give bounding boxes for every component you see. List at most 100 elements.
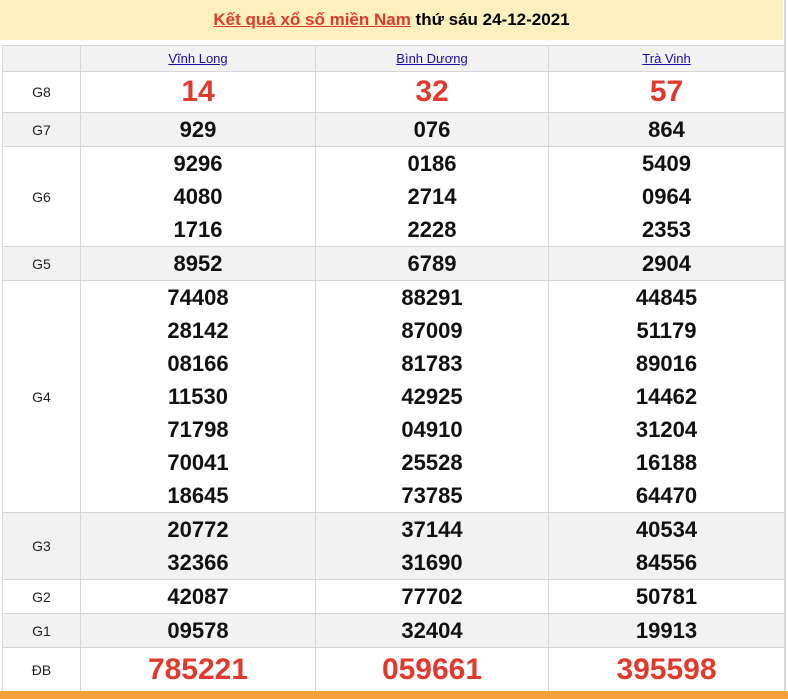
prize-number: 14	[181, 75, 215, 108]
prize-number: 14462	[635, 384, 698, 409]
prize-number: 28142	[167, 318, 229, 343]
prize-number: 395598	[616, 652, 717, 686]
results-title: Kết quả xổ số miền Nam thứ sáu 24-12-202…	[0, 0, 783, 40]
prize-cell: 929	[80, 112, 316, 147]
divider	[784, 0, 786, 691]
prize-number: 059661	[381, 652, 483, 686]
prize-number: 0964	[642, 184, 691, 209]
prize-number: 20772	[167, 517, 229, 542]
prize-row-g2: G2 42087 77702 50781	[2, 579, 785, 614]
prize-label: G8	[2, 71, 81, 113]
prize-number: 81783	[401, 351, 463, 376]
prize-row-g3: G3 20772 32366 37144 31690 40534 84556	[2, 512, 785, 580]
prize-number: 929	[179, 117, 217, 142]
prize-row-g8: G8 14 32 57	[2, 71, 785, 113]
prize-number: 87009	[401, 318, 463, 343]
header-empty-cell	[2, 45, 81, 72]
prize-number: 6789	[407, 251, 457, 276]
prize-label: G6	[2, 146, 81, 247]
prize-number: 076	[413, 117, 451, 142]
prize-row-g7: G7 929 076 864	[2, 112, 785, 147]
province-link-binh-duong[interactable]: Bình Dương	[396, 51, 468, 66]
prize-cell: 77702	[315, 579, 549, 614]
prize-number: 42925	[401, 384, 463, 409]
prize-number: 2353	[642, 217, 691, 242]
prize-row-g4: G4 74408 28142 08166 11530 71798 70041 18645 882…	[2, 280, 785, 513]
prize-row-đb: ĐB 785221 059661 395598	[2, 647, 785, 692]
prize-number: 42087	[167, 584, 229, 609]
prize-number: 32	[415, 75, 449, 108]
lottery-results-table: Vĩnh Long Bình Dương Trà Vinh G8 14 32 57 G7…	[2, 45, 785, 692]
province-link-vinh-long[interactable]: Vĩnh Long	[168, 51, 228, 66]
prize-cell: 076	[315, 112, 549, 147]
prize-cell: 88291 87009 81783 42925 04910 25528 73785	[315, 280, 549, 513]
prize-number: 71798	[167, 417, 229, 442]
prize-number: 32366	[167, 550, 229, 575]
prize-number: 18645	[167, 483, 229, 508]
prize-cell: 32404	[315, 613, 549, 648]
prize-number: 51179	[636, 318, 697, 343]
prize-cell: 32	[315, 71, 549, 113]
prize-cell: 0186 2714 2228	[315, 146, 549, 247]
prize-number: 70041	[167, 450, 229, 475]
prize-number: 04910	[401, 417, 463, 442]
prize-number: 19913	[635, 618, 698, 643]
prize-cell: 42087	[80, 579, 316, 614]
prize-number: 16188	[635, 450, 698, 475]
prize-number: 08166	[167, 351, 229, 376]
prize-number: 77702	[401, 584, 463, 609]
prize-label: ĐB	[2, 647, 81, 692]
prize-number: 44845	[635, 285, 698, 310]
prize-number: 785221	[147, 652, 249, 686]
prize-number: 57	[649, 75, 684, 108]
prize-cell: 19913	[548, 613, 785, 648]
prize-cell: 2904	[548, 246, 785, 281]
prize-label: G3	[2, 512, 81, 580]
prize-number: 74408	[167, 285, 229, 310]
prize-label: G4	[2, 280, 81, 513]
results-date: thứ sáu 24-12-2021	[410, 10, 570, 29]
prize-number: 40534	[635, 517, 698, 542]
province-link-tra-vinh[interactable]: Trà Vinh	[642, 51, 691, 66]
prize-number: 31204	[635, 417, 698, 442]
prize-number: 2714	[407, 184, 457, 209]
prize-cell: 09578	[80, 613, 316, 648]
prize-number: 2904	[642, 251, 691, 276]
prize-cell: 44845 51179 89016 14462 31204 16188 64470	[548, 280, 785, 513]
prize-cell: 395598	[548, 647, 785, 692]
prize-number: 11530	[168, 384, 228, 409]
prize-row-g5: G5 8952 6789 2904	[2, 246, 785, 281]
prize-cell: 8952	[80, 246, 316, 281]
results-title-link[interactable]: Kết quả xổ số miền Nam	[213, 10, 411, 29]
prize-label: G1	[2, 613, 81, 648]
prize-row-g1: G1 09578 32404 19913	[2, 613, 785, 648]
prize-cell: 57	[548, 71, 785, 113]
prize-cell: 74408 28142 08166 11530 71798 70041 18645	[80, 280, 316, 513]
prize-cell: 37144 31690	[315, 512, 549, 580]
prize-number: 9296	[173, 151, 223, 176]
prize-number: 2228	[407, 217, 457, 242]
prize-number: 64470	[635, 483, 698, 508]
prize-cell: 50781	[548, 579, 785, 614]
prize-number: 84556	[635, 550, 698, 575]
prize-cell: 14	[80, 71, 316, 113]
prize-number: 31690	[401, 550, 463, 575]
prize-label: G5	[2, 246, 81, 281]
prize-cell: 5409 0964 2353	[548, 146, 785, 247]
prize-cell: 785221	[80, 647, 316, 692]
prize-number: 0186	[407, 151, 457, 176]
prize-label: G7	[2, 112, 81, 147]
prize-cell: 059661	[315, 647, 549, 692]
prize-number: 50781	[635, 584, 698, 609]
prize-number: 89016	[635, 351, 698, 376]
prize-cell: 864	[548, 112, 785, 147]
prize-number: 864	[648, 117, 685, 142]
prize-number: 1716	[173, 217, 223, 242]
prize-cell: 20772 32366	[80, 512, 316, 580]
prize-number: 25528	[401, 450, 463, 475]
prize-row-g6: G6 9296 4080 1716 0186 2714 2228 5409 0964 2353	[2, 146, 785, 247]
prize-number: 09578	[167, 618, 229, 643]
prize-cell: 6789	[315, 246, 549, 281]
prize-number: 8952	[173, 251, 223, 276]
prize-number: 73785	[401, 483, 463, 508]
